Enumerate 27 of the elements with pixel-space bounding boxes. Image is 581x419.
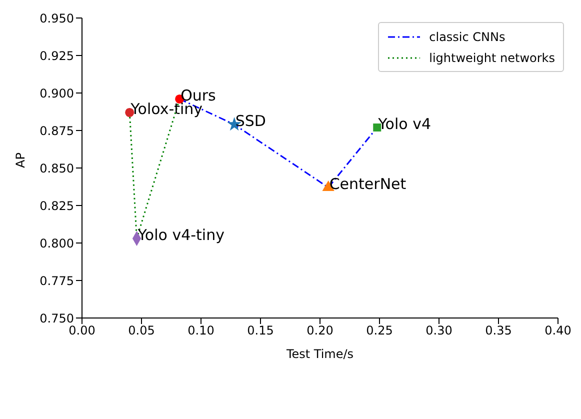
y-tick-label: 0.950 [40,11,74,26]
x-tick-label: 0.25 [366,324,393,338]
y-axis-title: AP [13,152,28,168]
x-tick-label: 0.20 [306,324,334,338]
y-tick-label: 0.775 [40,274,74,288]
y-tick-label: 0.925 [40,48,74,63]
x-axis-title: Test Time/s [285,347,354,361]
y-tick-label: 0.750 [40,311,74,326]
x-tick-label: 0.40 [544,324,572,338]
x-tick-label: 0.35 [485,324,512,338]
x-tick-label: 0.00 [68,324,96,338]
y-tick-label: 0.900 [40,86,74,100]
annotation: Yolo v4-tiny [136,226,225,244]
annotation: SSD [235,112,266,130]
y-tick-label: 0.850 [40,161,74,176]
legend-label: lightweight networks [429,50,555,64]
legend-label: classic CNNs [429,30,506,44]
annotation: Ours [180,86,216,104]
x-tick-label: 0.30 [426,324,452,338]
x-tick-label: 0.10 [188,324,214,338]
y-tick-label: 0.875 [40,124,74,138]
annotation: Yolo v4 [377,114,432,133]
annotation: CenterNet [329,174,406,193]
x-tick-label: 0.15 [247,324,274,338]
x-tick-label: 0.05 [128,324,155,338]
y-tick-label: 0.800 [40,236,74,250]
y-tick-label: 0.825 [40,198,74,213]
